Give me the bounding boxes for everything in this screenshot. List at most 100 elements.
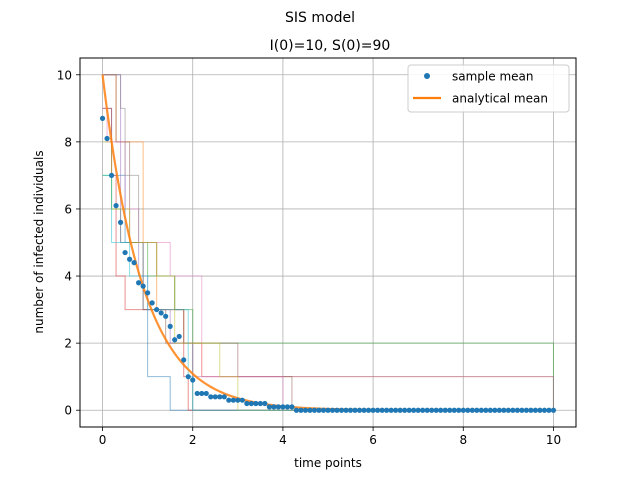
sample-mean-point-94 — [523, 407, 530, 413]
sample-mean-point-7 — [131, 260, 137, 266]
sample-mean-point-76 — [442, 407, 448, 413]
x-tick-label-0: 0 — [99, 433, 107, 447]
sample-mean-point-27 — [221, 394, 227, 400]
sample-mean-point-63 — [384, 407, 390, 413]
sample-mean-point-53 — [338, 407, 345, 413]
sample-mean-point-98 — [541, 407, 548, 413]
sample-mean-point-31 — [239, 397, 245, 403]
x-axis: 0 2 4 6 8 10 — [99, 427, 561, 447]
sample-mean-point-28 — [226, 397, 232, 403]
sample-mean-point-43 — [293, 407, 300, 413]
sample-mean-point-83 — [474, 407, 480, 413]
sample-mean-point-41 — [284, 404, 291, 410]
sample-mean-point-10 — [145, 290, 151, 296]
sample-mean-point-38 — [271, 404, 277, 410]
sample-mean-point-97 — [537, 407, 543, 413]
sample-mean-point-48 — [316, 407, 322, 413]
sample-mean-point-67 — [402, 407, 408, 413]
sample-mean-point-6 — [127, 256, 133, 262]
sample-mean-point-9 — [140, 283, 146, 289]
sample-mean-point-36 — [262, 400, 268, 407]
sample-mean-point-16 — [172, 337, 178, 343]
sample-path-6 — [102, 107, 554, 411]
sample-mean-point-65 — [393, 407, 399, 413]
sample-mean-point-1 — [104, 135, 110, 142]
sample-mean-point-58 — [361, 407, 367, 413]
legend-sample-mean-label: sample mean — [452, 70, 533, 84]
y-tick-label-4: 8 — [64, 135, 72, 149]
x-tick-label-5: 10 — [546, 433, 561, 447]
sample-mean-point-49 — [320, 407, 327, 413]
sample-mean-point-47 — [311, 407, 318, 413]
sample-mean-point-55 — [347, 407, 354, 413]
sample-mean-point-59 — [365, 407, 372, 413]
sample-path-9 — [102, 174, 554, 411]
sample-mean-point-30 — [235, 397, 241, 403]
sample-mean-point-84 — [478, 407, 484, 413]
y-tick-label-5: 10 — [57, 68, 72, 82]
sample-mean-point-29 — [230, 397, 236, 403]
x-axis-label: time points — [294, 456, 362, 470]
sample-mean-point-89 — [501, 407, 507, 413]
sample-mean-point-70 — [415, 407, 421, 413]
sample-mean-point-91 — [510, 407, 516, 413]
sample-mean-point-25 — [212, 394, 218, 400]
x-tick-label-4: 8 — [459, 433, 467, 447]
sample-mean-point-88 — [496, 407, 502, 413]
legend-sample-mean-marker — [424, 73, 430, 79]
legend-box — [407, 64, 570, 113]
sample-mean-point-8 — [136, 280, 142, 286]
sample-mean-point-95 — [528, 407, 534, 413]
sample-mean-point-2 — [108, 172, 115, 179]
sample-mean-point-75 — [438, 407, 444, 413]
sample-mean-point-5 — [122, 249, 128, 256]
sample-path-8 — [102, 141, 554, 411]
sample-mean-point-82 — [469, 407, 475, 413]
sample-mean-point-50 — [325, 407, 331, 413]
sample-mean-point-93 — [519, 407, 525, 413]
sample-mean-point-46 — [307, 407, 313, 413]
plot-frame — [79, 57, 577, 428]
sample-mean-point-3 — [113, 203, 119, 209]
sample-mean-point-21 — [194, 390, 200, 397]
x-tick-label-1: 2 — [189, 433, 197, 447]
sample-mean-point-32 — [244, 400, 250, 407]
sample-mean-point-20 — [190, 377, 196, 383]
sample-mean-point-61 — [375, 407, 381, 413]
sample-mean-point-96 — [532, 407, 539, 413]
sample-mean-point-86 — [487, 407, 493, 413]
sample-mean-point-87 — [492, 407, 498, 413]
sample-mean-point-34 — [253, 400, 259, 407]
y-tick-label-0: 0 — [64, 404, 72, 418]
x-tick-label-2: 4 — [279, 433, 287, 447]
figure-suptitle: SIS model — [285, 10, 355, 26]
y-axis: 0 2 4 6 8 10 — [57, 68, 80, 418]
sample-mean-point-22 — [199, 390, 205, 397]
sample-mean-point-45 — [302, 407, 309, 413]
sample-mean-point-99 — [546, 407, 552, 413]
sample-mean-point-39 — [275, 404, 281, 410]
sample-mean-point-19 — [185, 374, 191, 380]
sample-mean-point-44 — [298, 407, 304, 413]
y-tick-label-1: 2 — [64, 337, 72, 351]
sample-mean-point-68 — [406, 407, 412, 413]
sample-mean-point-11 — [149, 300, 155, 306]
axes-title: I(0)=10, S(0)=90 — [270, 38, 391, 54]
sample-mean-point-73 — [429, 407, 435, 413]
sample-mean-point-81 — [465, 407, 471, 413]
sample-mean-point-90 — [505, 407, 511, 413]
sample-mean-point-40 — [280, 404, 286, 410]
sample-mean-point-17 — [176, 333, 182, 340]
sample-mean-point-42 — [289, 404, 295, 410]
sample-mean-point-24 — [208, 394, 214, 400]
sample-mean-point-15 — [167, 323, 173, 329]
sample-mean-point-62 — [379, 407, 385, 413]
sample-mean-point-72 — [424, 407, 430, 413]
sample-mean-point-35 — [257, 400, 263, 407]
sample-mean-series — [99, 115, 557, 413]
sample-mean-point-14 — [163, 313, 169, 319]
y-tick-label-3: 6 — [64, 202, 72, 216]
sample-mean-point-37 — [266, 404, 272, 410]
legend-analytical-mean-label: analytical mean — [452, 92, 548, 106]
sample-mean-point-0 — [99, 115, 106, 121]
